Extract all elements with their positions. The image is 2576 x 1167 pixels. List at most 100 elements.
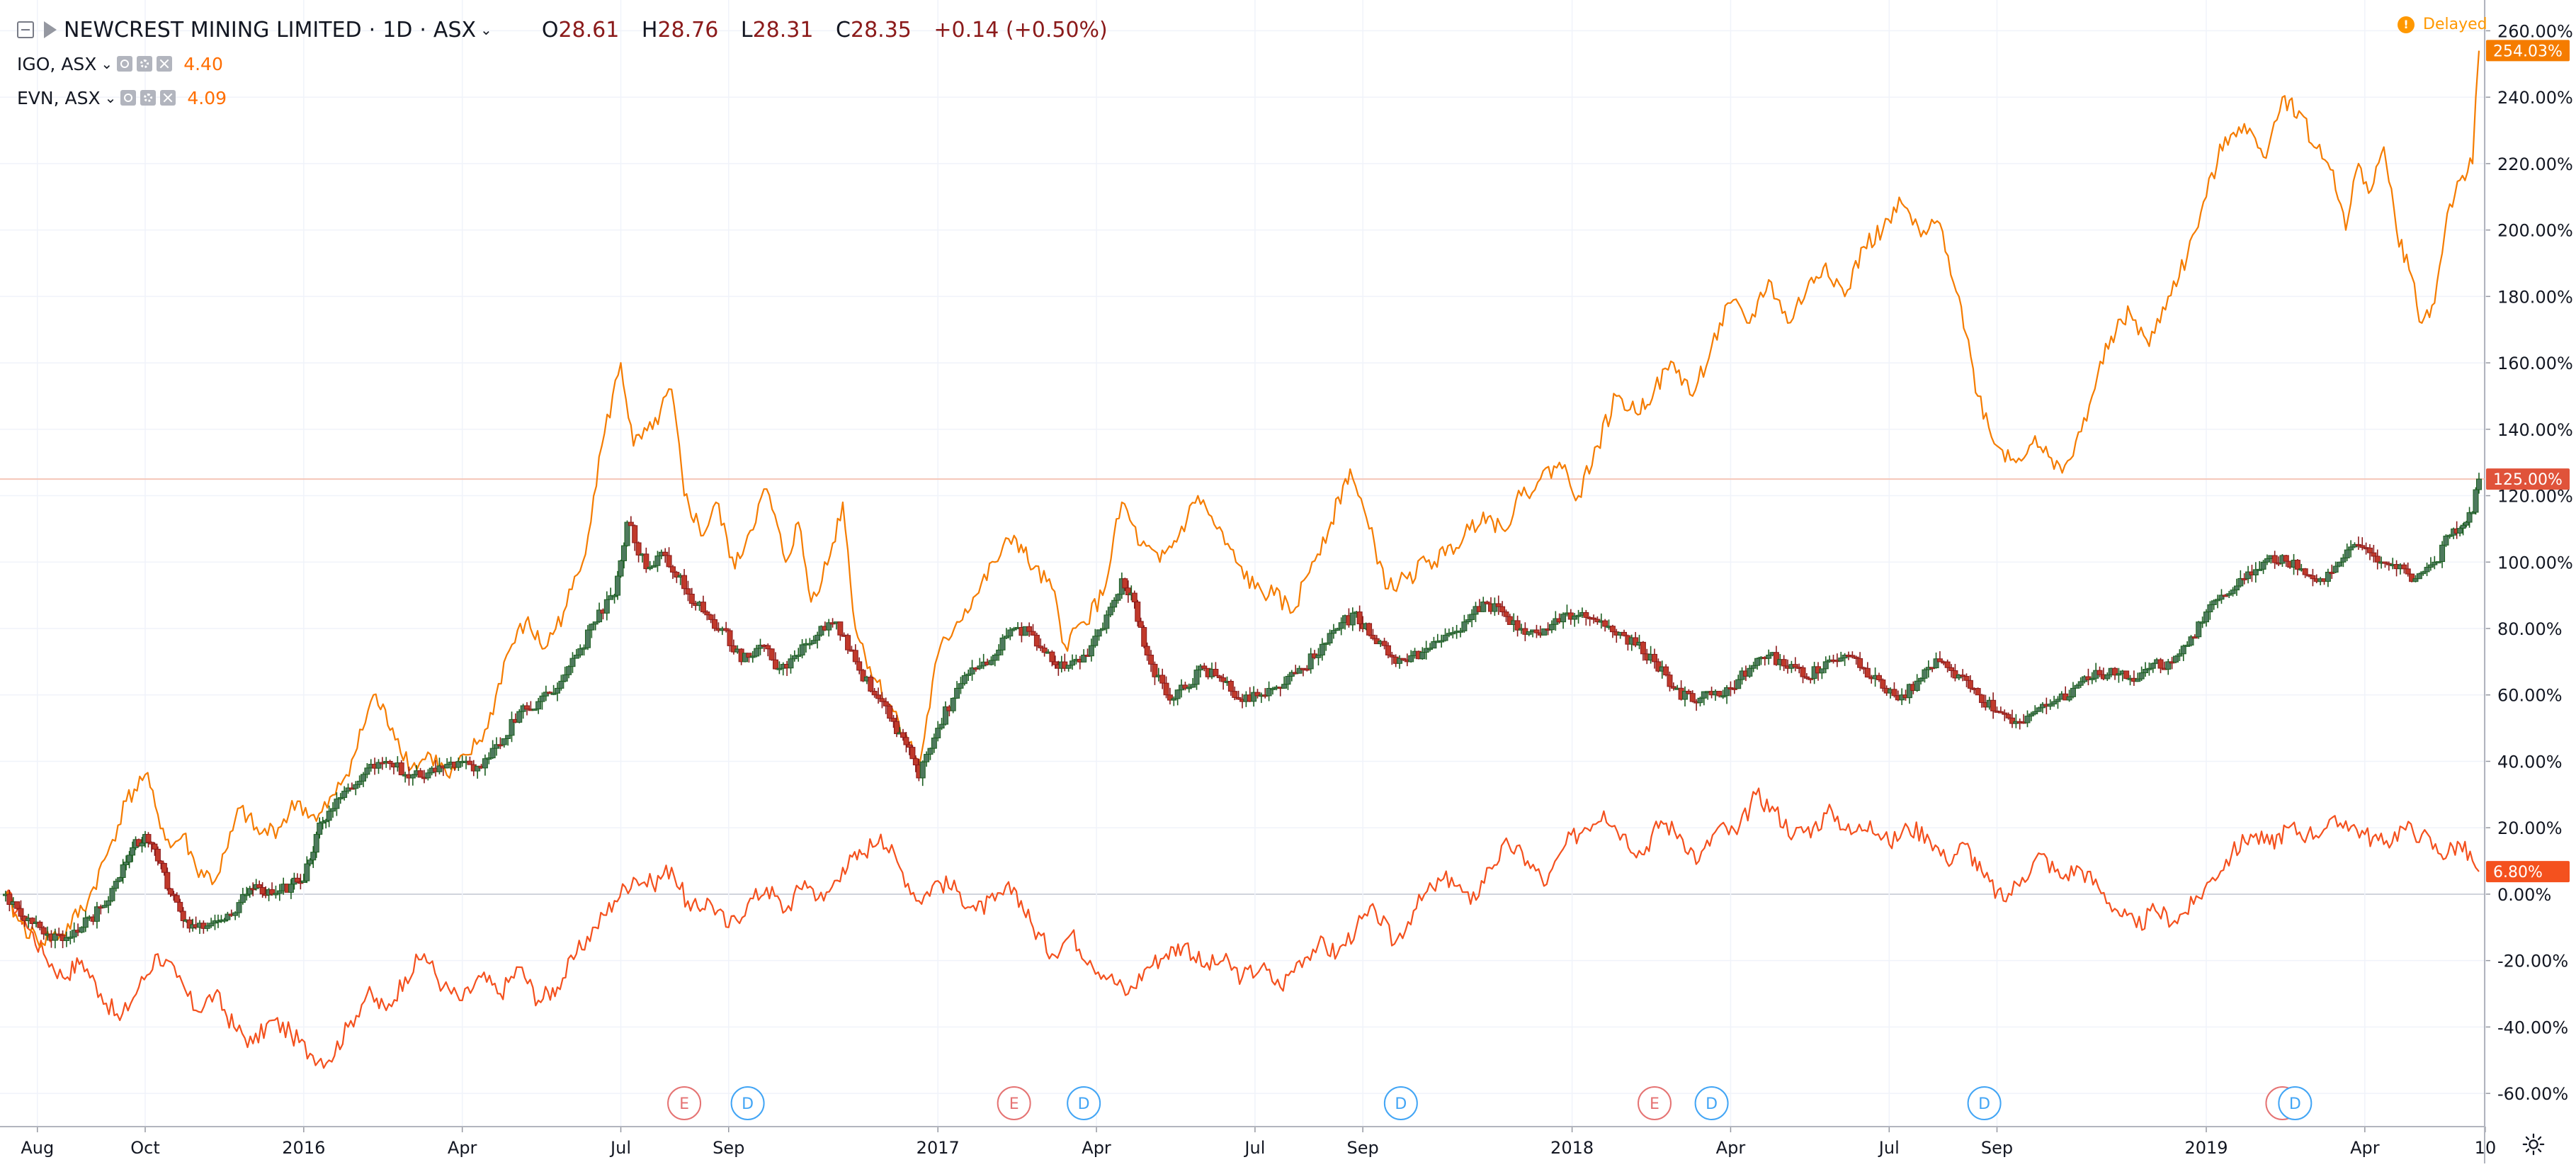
candle-body [117,877,123,882]
candle-body [1548,624,1555,631]
close-icon[interactable] [160,90,176,106]
y-tick-label: 80.00% [2497,619,2563,639]
earnings-marker[interactable]: E [1638,1086,1672,1120]
gear-icon[interactable] [137,56,153,72]
candle-body [375,762,382,769]
compare-row-igo[interactable]: IGO, ASX ⌄ 4.40 [17,47,1108,81]
candle-body [871,690,878,696]
x-tick-label: 2018 [1550,1138,1594,1158]
y-tick-label: -40.00% [2497,1017,2568,1037]
candle-body [788,658,794,669]
eye-icon[interactable] [117,56,133,72]
candle-body [581,647,587,650]
candle-body [246,888,253,895]
candle-body [37,921,43,928]
candle-body [2028,714,2034,717]
earnings-marker[interactable]: E [997,1086,1031,1120]
candle-body [417,770,424,778]
candle-body [1640,641,1646,655]
candle-body [890,718,897,722]
candle-body [364,767,370,775]
candle-body [2036,707,2042,712]
candle-body [174,895,180,903]
candle-body [2196,621,2202,638]
dividend-marker[interactable]: D [1067,1086,1101,1120]
candle-body [1323,643,1329,645]
candle-body [2146,667,2152,670]
compare-row-evn[interactable]: EVN, ASX ⌄ 4.09 [17,81,1108,115]
candle-body [1092,636,1099,646]
candle-body [208,923,215,927]
candle-body [1030,631,1036,636]
collapse-legend-icon[interactable] [17,21,34,38]
candle-body [2420,571,2427,575]
delayed-badge[interactable]: ! Delayed [2398,16,2487,33]
candle-body [900,732,906,738]
candle-body [1096,629,1102,637]
candle-body [221,919,227,922]
chevron-down-icon[interactable]: ⌄ [101,55,113,72]
x-tick-label: Sep [1347,1138,1379,1158]
flag-icon[interactable] [44,21,57,38]
igo-series-line [5,787,2480,1069]
candle-body [1652,653,1657,663]
candle-body [558,680,564,689]
interval-label[interactable]: 1D [382,17,413,43]
dividend-marker[interactable]: D [1967,1086,2002,1120]
candle-body [826,622,832,631]
candle-body [919,761,926,779]
candle-body [596,609,603,623]
candle-body [856,661,863,671]
candle-body [63,937,69,942]
candle-body [1349,612,1356,626]
candle-body [1370,634,1376,639]
candle-body [158,860,164,864]
candle-body [723,628,730,631]
dividend-marker[interactable]: D [2278,1086,2313,1120]
settings-gear-icon[interactable] [2521,1132,2546,1156]
candle-body [927,748,934,755]
dividend-marker[interactable]: D [1383,1086,1418,1120]
candle-body [409,774,416,779]
earnings-marker[interactable]: E [667,1086,702,1120]
gear-icon[interactable] [140,90,157,106]
candle-body [906,744,912,748]
candle-body [903,737,909,745]
candle-body [2143,669,2149,674]
candle-body [1891,689,1897,697]
candle-body [152,843,158,850]
chevron-down-icon[interactable]: ⌄ [480,21,492,38]
event-marker-circle [730,1086,765,1120]
candle-body [1766,655,1772,659]
candle-body [1254,692,1261,697]
candle-body [2457,528,2463,534]
candle-body [2074,684,2080,689]
eye-icon[interactable] [120,90,137,106]
compare-symbol-evn[interactable]: EVN, ASX [17,87,101,108]
candle-body [2257,568,2263,571]
candle-body [1033,634,1040,647]
candle-body [621,545,627,561]
candle-body [935,728,941,738]
main-symbol-row[interactable]: NEWCREST MINING LIMITED · 1D · ASX ⌄ O28… [17,13,1108,47]
candle-body [1670,686,1676,689]
compare-symbol-igo[interactable]: IGO, ASX [17,53,97,74]
chevron-down-icon[interactable]: ⌄ [104,89,117,106]
candle-body [2424,567,2430,573]
candle-body [360,774,366,782]
candle-body [2241,577,2247,580]
dividend-marker[interactable]: D [730,1086,765,1120]
exchange-label[interactable]: ASX [433,17,477,43]
close-icon[interactable] [157,56,173,72]
ohlc-values: O28.61 H28.76 L28.31 C28.35 +0.14 (+0.50… [542,18,1108,43]
main-symbol-name[interactable]: NEWCREST MINING LIMITED [64,17,362,43]
candle-body [562,674,568,682]
event-marker-circle [997,1086,1031,1120]
candle-body [2435,561,2441,564]
dividend-marker[interactable]: D [1694,1086,1729,1120]
candle-body [1975,688,1981,696]
candle-body [883,701,889,706]
candle-body [1533,629,1540,633]
